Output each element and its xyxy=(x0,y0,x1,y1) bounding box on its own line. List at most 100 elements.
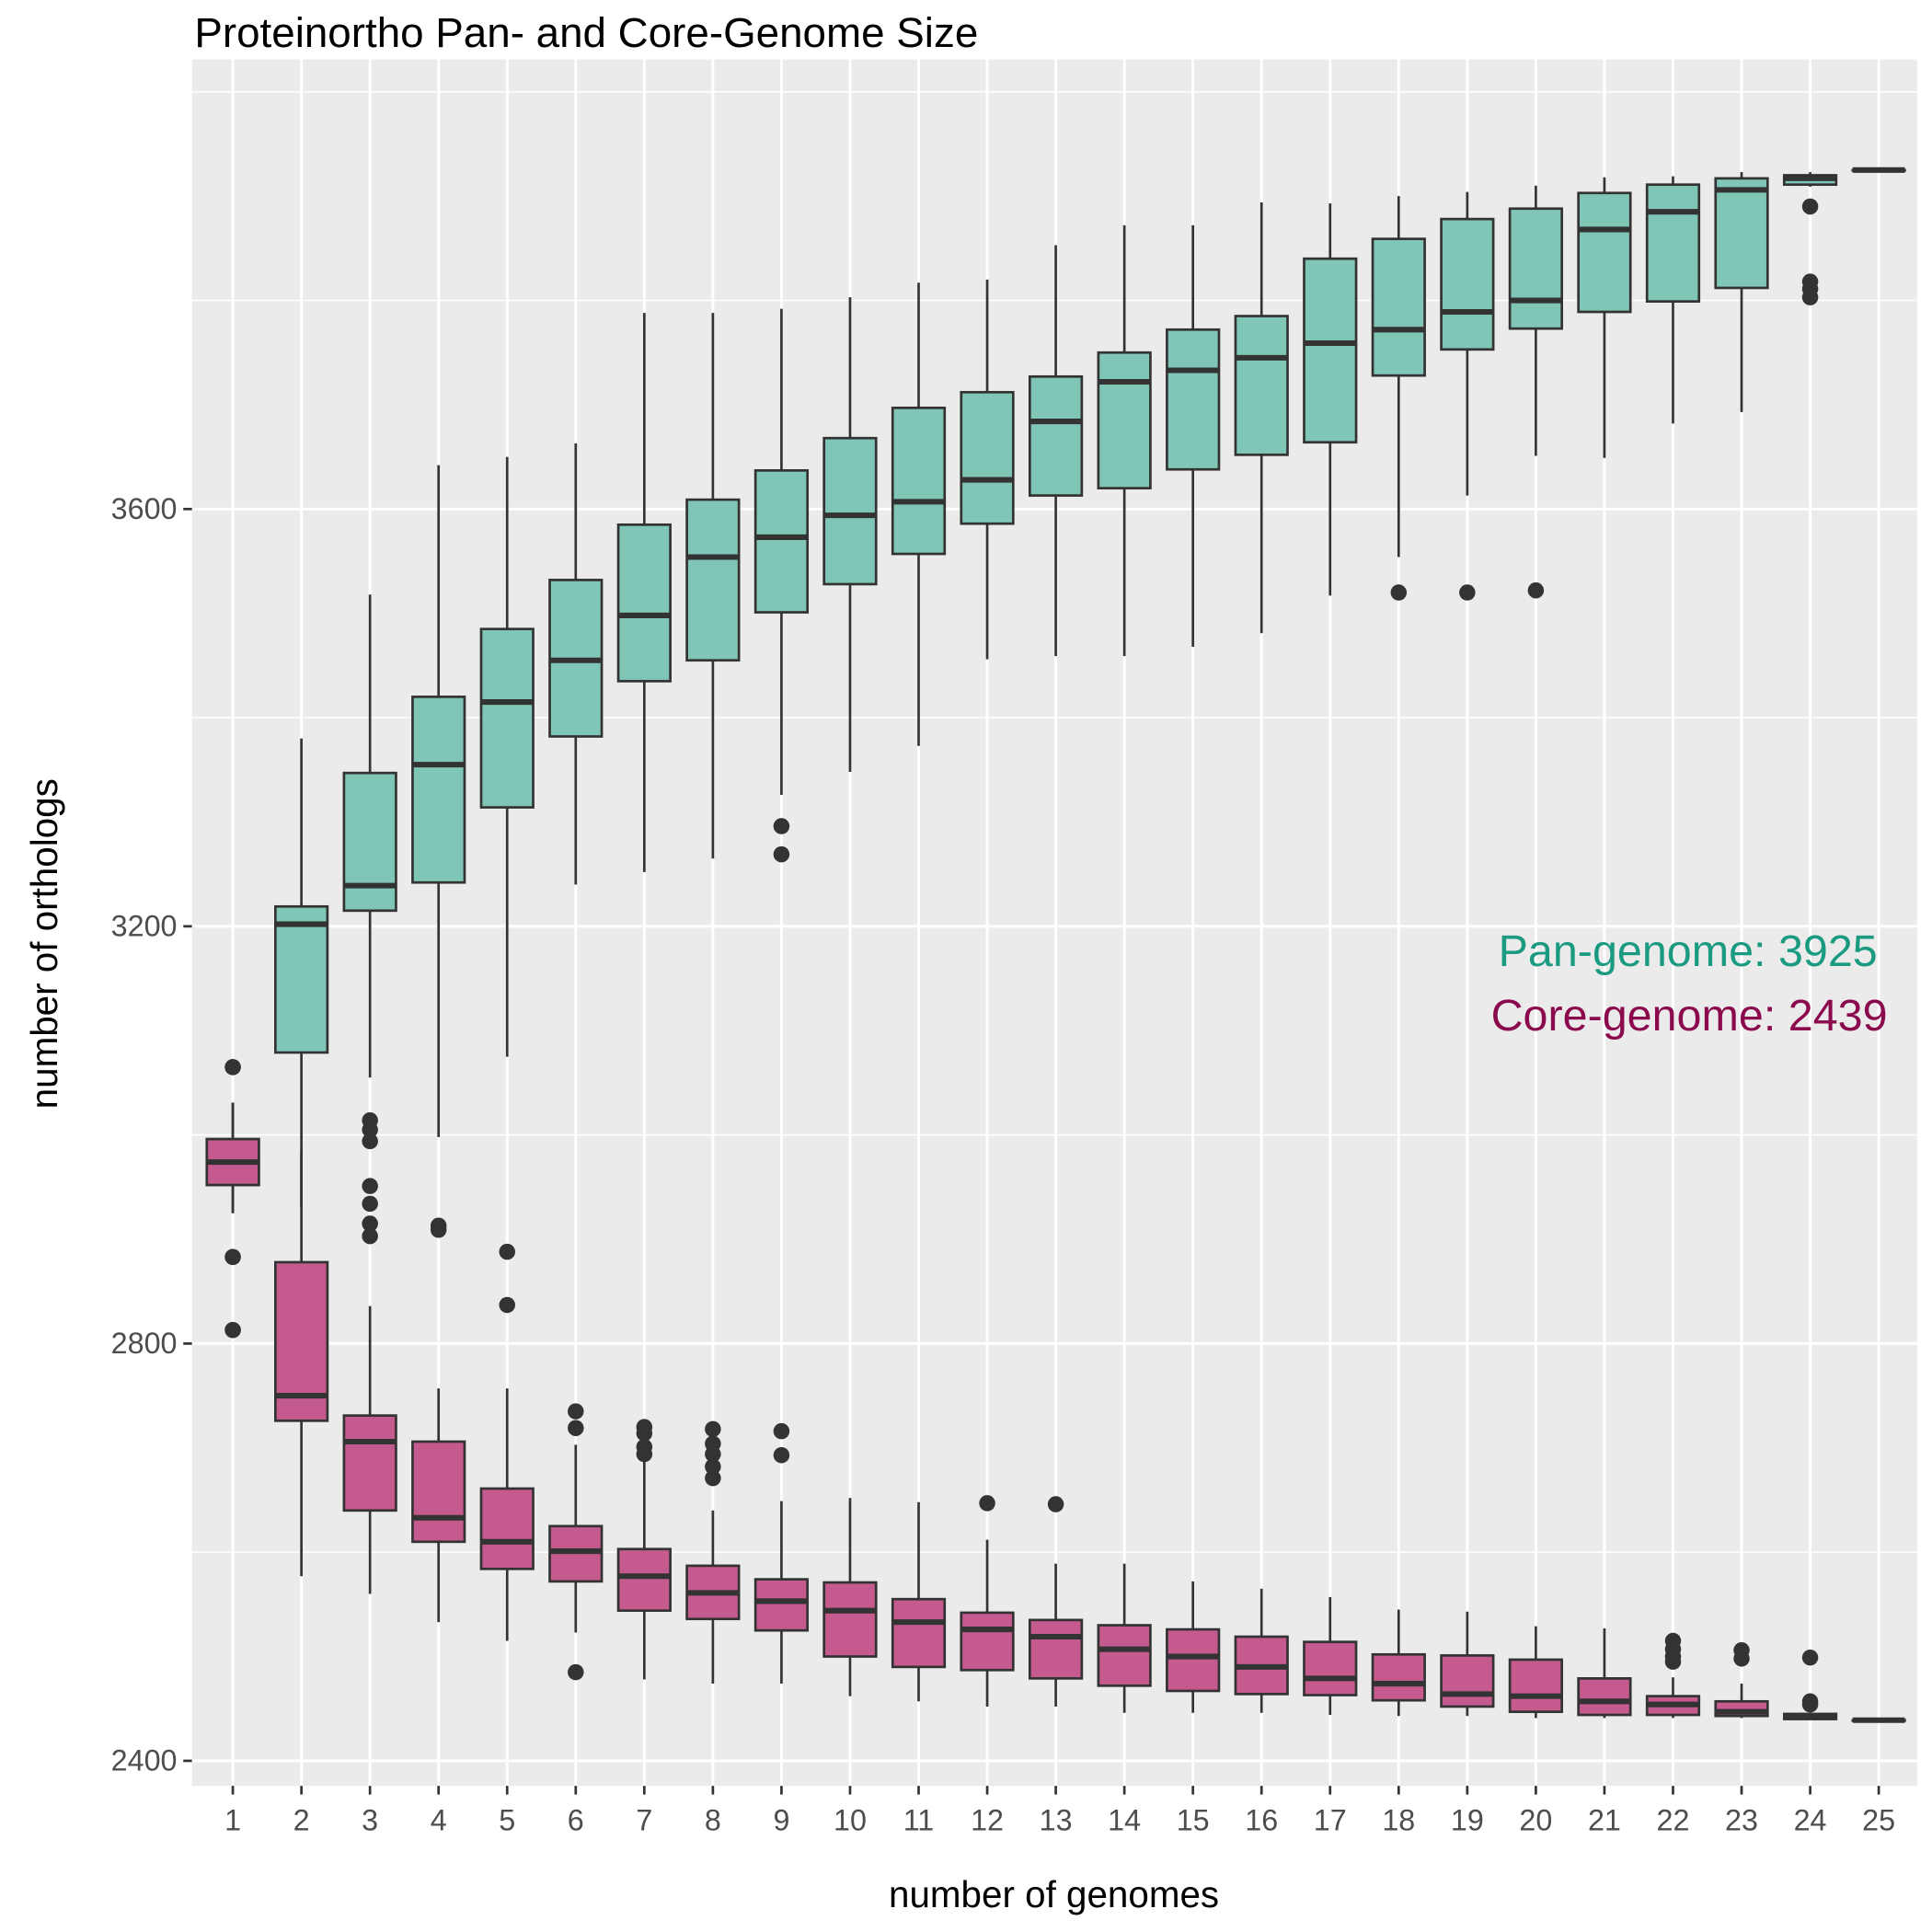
box-body xyxy=(616,523,672,683)
outlier-point xyxy=(499,1296,515,1314)
outlier-point xyxy=(979,1495,995,1512)
box xyxy=(1097,224,1152,657)
axes: 1 2 3 4 5 6 7 8 9 10 11 12 13 14 15 16 17 18 19 20 21 22 23 24 2… xyxy=(111,492,1895,1837)
outlier-point xyxy=(568,1420,584,1436)
box xyxy=(1028,1496,1084,1707)
outlier-point xyxy=(362,1215,378,1232)
series-pan-genome xyxy=(205,167,1906,1339)
box-body xyxy=(1303,1640,1358,1696)
box-body xyxy=(1028,374,1084,497)
outlier-point xyxy=(224,1248,241,1266)
box-body xyxy=(822,436,878,586)
outlier-point xyxy=(362,1227,378,1245)
x-tick-label: 10 xyxy=(834,1804,867,1837)
outlier-point xyxy=(1527,582,1545,599)
box-body xyxy=(1234,315,1289,456)
box xyxy=(616,1419,672,1680)
box-body xyxy=(411,1440,466,1544)
box-body xyxy=(1508,207,1564,330)
box-body xyxy=(891,406,947,556)
x-tick-label: 2 xyxy=(293,1804,310,1837)
outlier-point xyxy=(499,1243,515,1260)
box xyxy=(205,1059,260,1339)
box xyxy=(753,308,810,863)
box xyxy=(1508,1626,1564,1719)
outlier-point xyxy=(773,845,790,863)
box xyxy=(1577,177,1632,458)
y-tick-label: 2400 xyxy=(111,1744,178,1777)
outlier-point xyxy=(568,1663,584,1681)
box-body xyxy=(274,904,329,1054)
box-body xyxy=(1097,351,1152,489)
x-tick-label: 11 xyxy=(903,1804,935,1837)
box-body xyxy=(1166,328,1221,471)
outlier-point xyxy=(362,1133,378,1150)
x-tick-label: 15 xyxy=(1177,1804,1210,1837)
outlier-point xyxy=(224,1321,241,1339)
outlier-point xyxy=(1801,1696,1819,1713)
box xyxy=(1714,1642,1769,1719)
x-tick-label: 19 xyxy=(1451,1804,1484,1837)
core-genome-annotation: Core-genome: 2439 xyxy=(1491,991,1888,1041)
box xyxy=(411,465,466,1137)
box-body xyxy=(342,1414,397,1512)
box xyxy=(685,313,741,859)
box-body xyxy=(479,627,535,809)
x-tick-label: 5 xyxy=(499,1804,515,1837)
outlier-point xyxy=(1801,1649,1819,1666)
box-body xyxy=(1440,217,1495,351)
x-tick-label: 14 xyxy=(1108,1804,1141,1837)
box xyxy=(1782,1649,1838,1720)
box-body xyxy=(822,1581,878,1658)
box-body xyxy=(479,1487,535,1570)
box xyxy=(616,313,672,872)
box xyxy=(1645,176,1701,424)
x-tick-label: 3 xyxy=(362,1804,378,1837)
box-body xyxy=(1303,257,1358,444)
box xyxy=(274,738,329,1208)
box xyxy=(411,1217,466,1623)
box xyxy=(1851,167,1906,173)
box xyxy=(753,1422,810,1685)
box-body xyxy=(342,771,397,913)
box xyxy=(1645,1632,1701,1719)
outlier-point xyxy=(224,1059,241,1075)
box xyxy=(891,1501,947,1702)
x-tick-label: 25 xyxy=(1862,1804,1895,1837)
outlier-point xyxy=(1459,584,1476,601)
x-tick-label: 4 xyxy=(431,1804,447,1837)
box xyxy=(342,1112,397,1594)
x-tick-label: 16 xyxy=(1245,1804,1278,1837)
outlier-point xyxy=(1801,198,1819,215)
outlier-point xyxy=(705,1469,721,1487)
chart-title: Proteinortho Pan- and Core-Genome Size xyxy=(194,9,978,56)
y-axis-label: number of orthologs xyxy=(23,778,65,1109)
box xyxy=(479,1243,535,1641)
box xyxy=(1303,1596,1358,1716)
outlier-point xyxy=(1664,1653,1682,1670)
box xyxy=(1577,1627,1632,1719)
box xyxy=(1028,245,1084,657)
outlier-point xyxy=(1801,289,1819,305)
outlier-point xyxy=(430,1222,447,1238)
box xyxy=(960,1495,1015,1707)
box-body xyxy=(960,390,1015,525)
box xyxy=(1371,196,1426,601)
x-tick-label: 1 xyxy=(224,1804,241,1837)
box-body xyxy=(1371,237,1426,377)
box xyxy=(1166,224,1221,647)
box xyxy=(891,282,947,746)
x-tick-label: 7 xyxy=(636,1804,652,1837)
box xyxy=(342,594,397,1078)
outlier-point xyxy=(1733,1650,1750,1667)
box xyxy=(685,1420,741,1685)
x-tick-label: 18 xyxy=(1382,1804,1415,1837)
box xyxy=(1440,191,1495,601)
outlier-point xyxy=(773,1446,790,1464)
y-tick-label: 3200 xyxy=(111,910,178,943)
x-tick-label: 24 xyxy=(1794,1804,1827,1837)
box xyxy=(548,443,604,885)
box xyxy=(1440,1611,1495,1717)
x-tick-label: 13 xyxy=(1040,1804,1073,1837)
box xyxy=(1234,1588,1289,1713)
